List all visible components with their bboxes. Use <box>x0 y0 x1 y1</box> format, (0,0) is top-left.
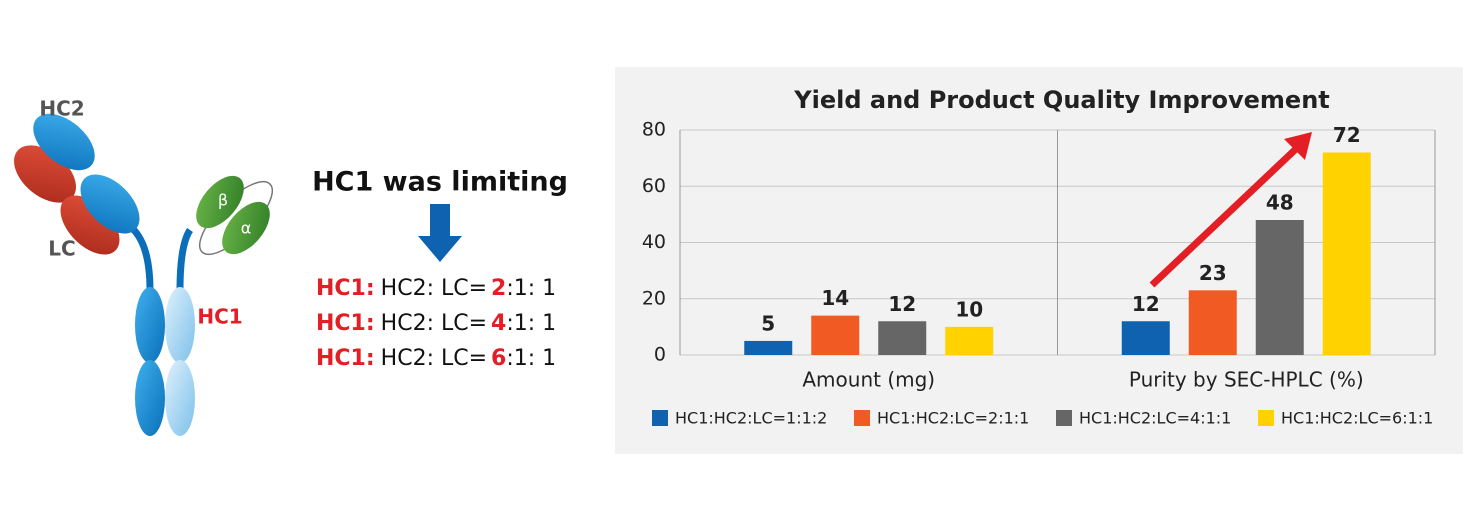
y-tick-label: 20 <box>642 287 666 309</box>
legend-swatch <box>652 410 668 426</box>
data-label: 14 <box>821 286 849 310</box>
data-label: 23 <box>1199 261 1227 285</box>
bar <box>1255 220 1304 355</box>
ratio-number: 2 <box>491 276 506 301</box>
label-lc: LC <box>48 237 75 261</box>
bar <box>744 340 793 355</box>
label-beta: β <box>218 191 228 210</box>
x-tick-label: Purity by SEC-HPLC (%) <box>1129 368 1364 392</box>
ratio-line: HC1: HC2: LC= 4:1: 1 <box>316 311 556 336</box>
chart-title: Yield and Product Quality Improvement <box>793 86 1330 114</box>
ratio-number: 6 <box>491 346 506 371</box>
ratio-suffix: :1: 1 <box>506 276 556 301</box>
ratio-number: 4 <box>491 311 506 336</box>
legend-label: HC1:HC2:LC=2:1:1 <box>877 409 1029 428</box>
bar <box>1322 152 1371 355</box>
legend-swatch <box>854 410 870 426</box>
x-tick-label: Amount (mg) <box>802 368 935 392</box>
label-alpha: α <box>241 219 252 238</box>
legend-label: HC1:HC2:LC=6:1:1 <box>1281 409 1433 428</box>
trend-arrowhead <box>1284 132 1312 160</box>
ratio-prefix: HC1: <box>316 276 375 301</box>
ratio-middle: HC2: LC= <box>381 346 487 371</box>
data-label: 5 <box>761 311 775 335</box>
label-hc1: HC1 <box>197 305 242 329</box>
legend-label: HC1:HC2:LC=1:1:2 <box>675 409 827 428</box>
bar <box>1121 321 1170 355</box>
ratio-line: HC1: HC2: LC= 2:1: 1 <box>316 276 556 301</box>
bar <box>878 321 927 355</box>
chart: 0 20 40 60 80 Amount (mg) 5 14 12 10 Purity by SEC… <box>642 119 1436 428</box>
data-label: 48 <box>1266 191 1294 215</box>
legend-swatch <box>1258 410 1274 426</box>
legend-swatch <box>1056 410 1072 426</box>
label-hc2: HC2 <box>39 97 84 121</box>
bar <box>945 326 994 355</box>
ratio-prefix: HC1: <box>316 311 375 336</box>
down-arrow <box>418 204 462 262</box>
y-tick-label: 60 <box>642 175 666 197</box>
ratio-suffix: :1: 1 <box>506 311 556 336</box>
y-tick-label: 0 <box>654 344 666 366</box>
y-tick-label: 80 <box>642 119 666 141</box>
ratio-line: HC1: HC2: LC= 6:1: 1 <box>316 346 556 371</box>
data-label: 10 <box>955 297 983 321</box>
ratio-prefix: HC1: <box>316 346 375 371</box>
data-label: 12 <box>1132 292 1160 316</box>
y-tick-label: 40 <box>642 231 666 253</box>
ratio-middle: HC2: LC= <box>381 276 487 301</box>
legend-label: HC1:HC2:LC=4:1:1 <box>1079 409 1231 428</box>
bar <box>1188 290 1237 355</box>
data-label: 12 <box>888 292 916 316</box>
ratio-suffix: :1: 1 <box>506 346 556 371</box>
bar <box>811 315 860 355</box>
ratio-middle: HC2: LC= <box>381 311 487 336</box>
chart-panel <box>615 67 1463 454</box>
trend-arrow <box>1149 144 1301 288</box>
antibody-diagram: HC2 LC β α HC1 <box>14 97 273 436</box>
data-label: 72 <box>1333 123 1361 147</box>
heading: HC1 was limiting <box>312 167 568 198</box>
